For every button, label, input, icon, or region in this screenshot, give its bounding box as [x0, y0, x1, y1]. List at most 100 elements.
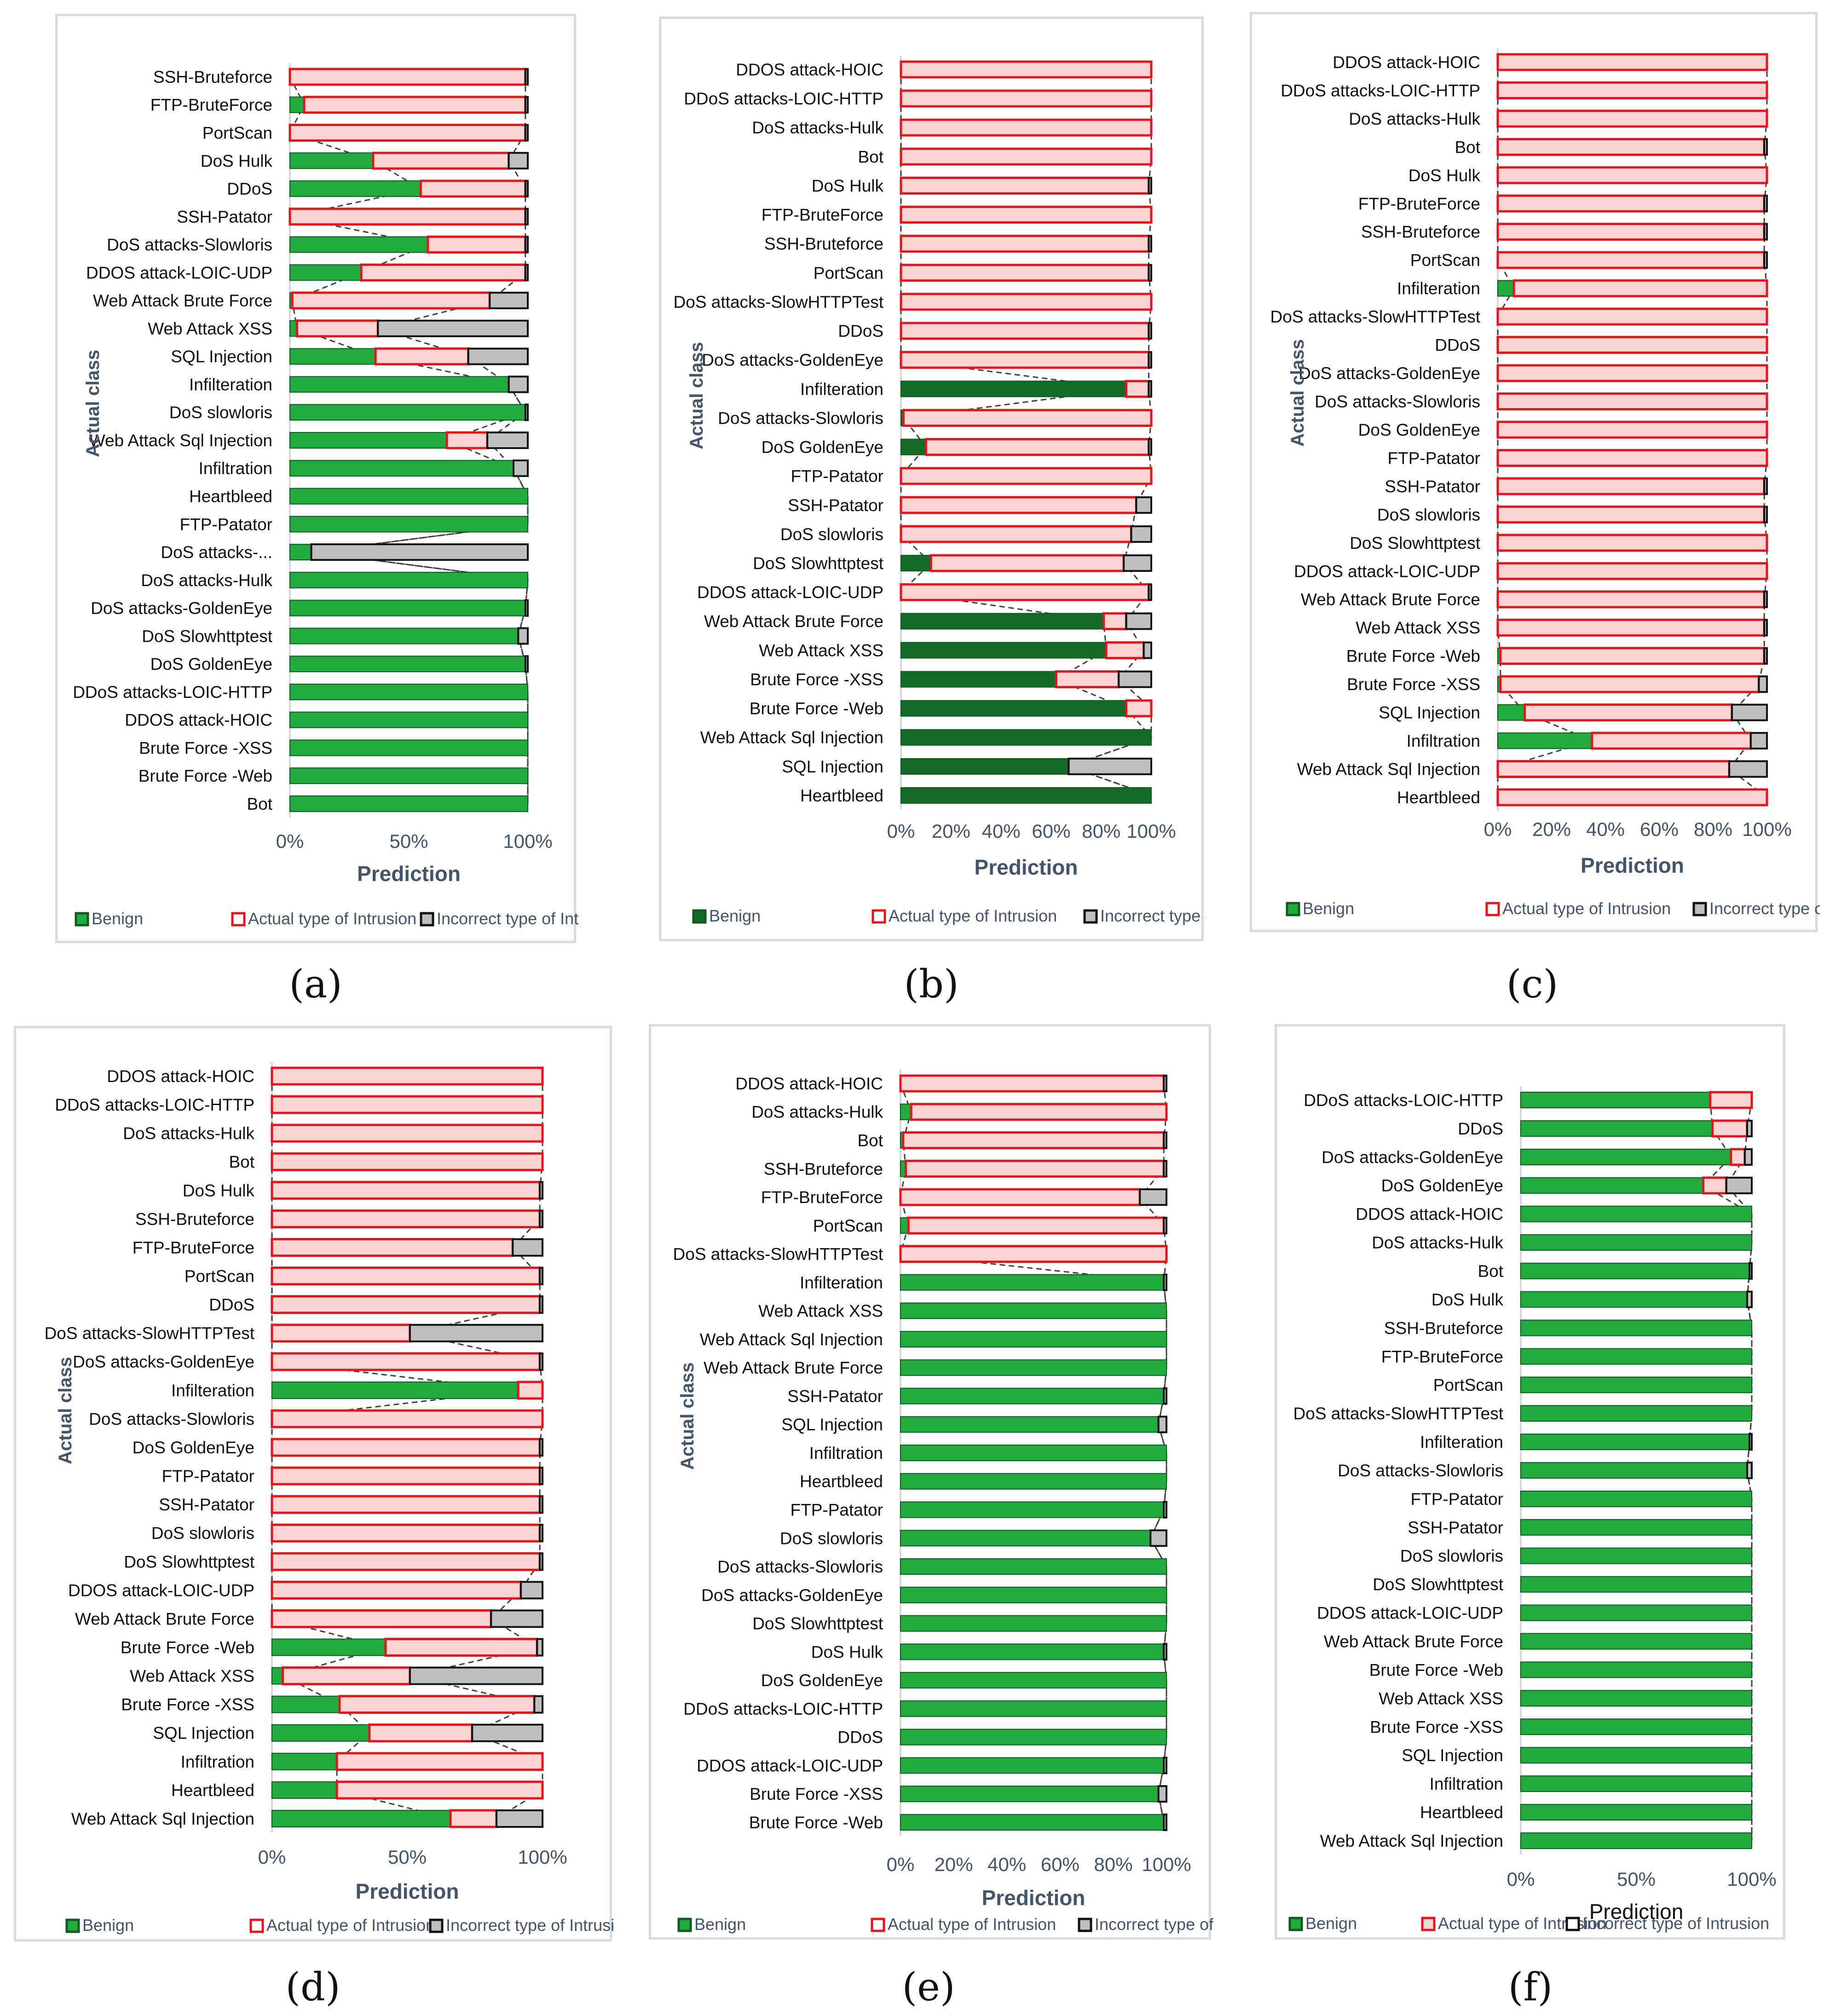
legend-swatch-0: [1288, 1917, 1303, 1931]
bar-actual-d-12: [271, 1409, 544, 1428]
bar-incorrect-e-5: [1163, 1216, 1167, 1234]
bar-actual-d-6: [271, 1238, 514, 1257]
bar-benign-f-22: [1520, 1718, 1752, 1735]
x-tick-label: 0%: [1507, 1868, 1535, 1890]
bar-incorrect-e-7: [1163, 1273, 1167, 1291]
bar-actual-b-3: [900, 147, 1153, 166]
bar-actual-a-7: [360, 263, 527, 282]
category-label: DoS Slowhttptest: [753, 554, 884, 573]
category-label: DDoS attacks-LOIC-HTTP: [55, 1095, 254, 1114]
bar-benign-b-22: [900, 700, 1127, 717]
category-label: FTP-BruteForce: [761, 1188, 883, 1207]
bar-actual-c-21: [1499, 647, 1766, 665]
category-label: SSH-Patator: [177, 207, 272, 226]
bar-actual-f-0: [1709, 1091, 1753, 1109]
bar-actual-c-15: [1496, 477, 1766, 495]
x-tick-label: 60%: [1032, 820, 1070, 842]
category-label: DoS Slowhttptest: [124, 1552, 255, 1571]
category-label: DoS attacks-Slowloris: [717, 1557, 883, 1576]
bar-benign-d-22: [271, 1695, 340, 1713]
legend-swatch-0: [677, 1918, 692, 1932]
bar-actual-b-21: [1055, 670, 1120, 689]
bar-benign-a-25: [289, 767, 528, 784]
bar-benign-a-20: [289, 628, 519, 645]
bar-benign-d-21: [271, 1667, 283, 1685]
bar-benign-a-16: [289, 516, 528, 533]
category-label: Heartbleed: [800, 786, 883, 805]
category-label: Infilteration: [189, 375, 272, 394]
bar-actual-c-12: [1496, 392, 1768, 411]
bar-actual-c-8: [1512, 279, 1768, 298]
bar-benign-a-22: [289, 683, 528, 700]
bar-benign-a-24: [289, 739, 528, 756]
category-label: DDoS: [837, 1728, 883, 1747]
bar-actual-d-19: [271, 1609, 492, 1628]
category-label: Brute Force -Web: [139, 766, 272, 785]
bar-benign-a-11: [289, 376, 509, 393]
category-label: Heartbleed: [1397, 788, 1480, 807]
category-label: Infiltration: [181, 1752, 254, 1771]
chart-panel-a: SSH-Bruteforce FTP-BruteForce PortScan DoS …: [55, 14, 578, 943]
category-label: DoS GoldenEye: [133, 1438, 254, 1457]
bar-benign-a-12: [289, 404, 526, 421]
bar-actual-e-4: [899, 1188, 1141, 1206]
bar-benign-e-17: [900, 1558, 1167, 1575]
category-label: DoS attacks-GoldenEye: [701, 1586, 883, 1605]
x-tick-label: 0%: [887, 820, 915, 842]
bar-benign-e-25: [900, 1786, 1159, 1803]
x-tick-label: 20%: [1532, 818, 1571, 840]
bar-actual-a-10: [374, 347, 470, 366]
bar-benign-a-26: [289, 795, 528, 812]
x-tick-label: 80%: [1694, 818, 1732, 840]
category-label: DDOS attack-HOIC: [736, 60, 883, 79]
bar-actual-c-19: [1496, 590, 1766, 609]
bar-actual-b-10: [900, 351, 1150, 369]
category-label: Bot: [1478, 1261, 1503, 1280]
category-label: Web Attack Brute Force: [704, 612, 883, 631]
category-label: Brute Force -XSS: [121, 1695, 254, 1714]
bar-incorrect-a-3: [508, 152, 529, 170]
bar-incorrect-c-25: [1728, 760, 1768, 778]
category-label: DoS attacks-Hulk: [1372, 1233, 1503, 1252]
bar-incorrect-d-8: [539, 1295, 543, 1314]
x-axis-title: Prediction: [357, 862, 461, 886]
bar-incorrect-c-15: [1763, 477, 1768, 495]
bar-actual-a-1: [303, 96, 527, 114]
bar-incorrect-e-15: [1163, 1501, 1167, 1519]
bar-actual-d-3: [271, 1152, 544, 1171]
legend-label-2: Incorrect type of Intrusion: [446, 1916, 614, 1935]
bar-benign-e-23: [900, 1728, 1167, 1745]
category-label: Brute Force -XSS: [139, 738, 272, 757]
bar-incorrect-a-10: [467, 347, 529, 365]
category-label: DoS GoldenEye: [761, 1671, 883, 1690]
category-label: DoS attacks-GoldenEye: [1299, 364, 1480, 383]
bar-incorrect-b-6: [1148, 235, 1153, 253]
bar-benign-f-18: [1520, 1604, 1752, 1621]
category-label: DoS Slowhttptest: [1350, 534, 1481, 553]
legend-swatch-1: [871, 1918, 885, 1932]
x-tick-label: 80%: [1094, 1854, 1132, 1875]
benign-connector-line: [900, 1083, 1167, 1823]
bar-actual-b-9: [900, 322, 1150, 340]
legend-label-0: Benign: [1305, 1914, 1357, 1933]
category-label: DDOS attack-HOIC: [107, 1067, 254, 1086]
bar-benign-b-21: [900, 671, 1057, 688]
bar-actual-b-1: [900, 89, 1153, 108]
bar-actual-e-6: [899, 1245, 1168, 1263]
bar-actual-f-1: [1711, 1119, 1749, 1138]
bar-actual-b-19: [1102, 612, 1128, 630]
category-label: DoS attacks-GoldenEye: [1322, 1148, 1503, 1167]
bar-benign-e-11: [900, 1388, 1165, 1405]
bar-benign-f-20: [1520, 1661, 1752, 1678]
chart-svg-a: SSH-Bruteforce FTP-BruteForce PortScan DoS …: [73, 63, 578, 928]
bar-incorrect-b-16: [1130, 525, 1152, 543]
bar-benign-e-18: [900, 1586, 1167, 1603]
bar-incorrect-b-24: [1068, 757, 1152, 775]
bar-incorrect-d-18: [519, 1581, 543, 1600]
bar-actual-d-22: [338, 1695, 536, 1714]
category-label: DoS attacks-Hulk: [751, 1103, 883, 1122]
category-label: DDOS attack-LOIC-UDP: [86, 263, 272, 282]
legend-label-2: Incorrect type of Intrusion: [1582, 1914, 1769, 1933]
category-label: DoS attacks-Hulk: [752, 118, 883, 137]
bar-incorrect-d-19: [490, 1609, 544, 1628]
